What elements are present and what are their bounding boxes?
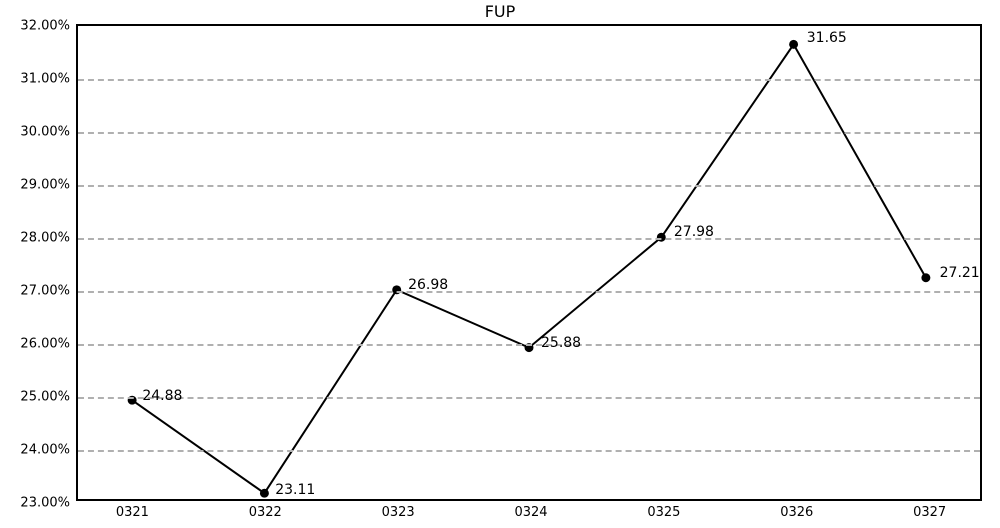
y-tick-label: 25.00% (20, 390, 78, 405)
gridline (78, 291, 980, 293)
gridline (78, 397, 980, 399)
chart-container: FUP 23.00%24.00%25.00%26.00%27.00%28.00%… (0, 0, 1000, 528)
y-tick-label: 24.00% (20, 443, 78, 458)
x-tick-label: 0323 (382, 499, 415, 520)
chart-title: FUP (0, 2, 1000, 21)
y-tick-label: 31.00% (20, 72, 78, 87)
line-layer (78, 26, 980, 499)
point-label: 23.11 (275, 482, 315, 498)
gridline (78, 238, 980, 240)
data-point (789, 40, 798, 49)
point-label: 26.98 (408, 277, 448, 293)
data-line (132, 44, 926, 493)
point-label: 27.21 (940, 265, 980, 281)
x-tick-label: 0326 (780, 499, 813, 520)
point-label: 31.65 (807, 30, 847, 46)
x-tick-label: 0321 (116, 499, 149, 520)
point-label: 24.88 (142, 388, 182, 404)
y-tick-label: 27.00% (20, 284, 78, 299)
x-tick-label: 0324 (514, 499, 547, 520)
gridline (78, 185, 980, 187)
x-tick-label: 0327 (913, 499, 946, 520)
data-point (260, 489, 269, 498)
y-tick-label: 23.00% (20, 496, 78, 511)
plot-area: 23.00%24.00%25.00%26.00%27.00%28.00%29.0… (76, 24, 982, 501)
y-tick-label: 28.00% (20, 231, 78, 246)
point-label: 25.88 (541, 335, 581, 351)
x-tick-label: 0322 (249, 499, 282, 520)
y-tick-label: 26.00% (20, 337, 78, 352)
y-tick-label: 30.00% (20, 125, 78, 140)
gridline (78, 79, 980, 81)
gridline (78, 132, 980, 134)
gridline (78, 450, 980, 452)
gridline (78, 344, 980, 346)
x-tick-label: 0325 (647, 499, 680, 520)
data-point (921, 273, 930, 282)
y-tick-label: 32.00% (20, 19, 78, 34)
y-tick-label: 29.00% (20, 178, 78, 193)
point-label: 27.98 (674, 224, 714, 240)
